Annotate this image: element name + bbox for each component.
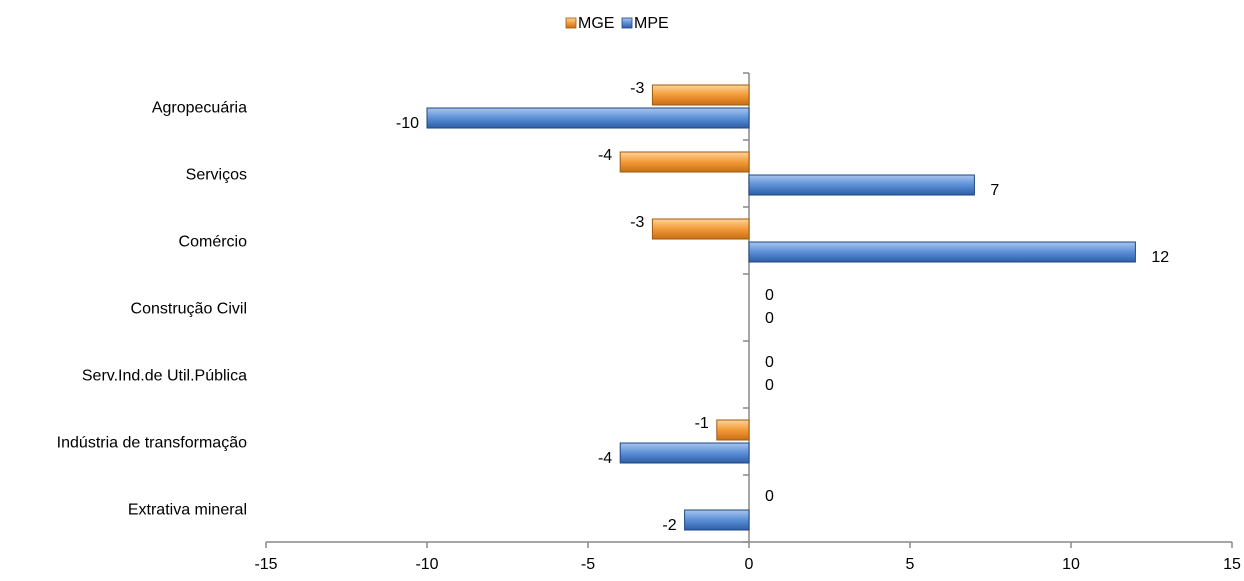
- legend-item-mge: MGE: [565, 15, 614, 32]
- bar-mpe-comercio: [748, 241, 1136, 263]
- category-label-industria-de-transformacao: Indústria de transformação: [57, 435, 247, 452]
- x-tick-label: 0: [745, 556, 754, 573]
- data-label-mpe-serv-ind-de-util-publica: 0: [765, 377, 774, 394]
- legend: MGE MPE: [565, 15, 669, 32]
- legend-item-mpe: MPE: [621, 15, 669, 32]
- category-label-comercio: Comércio: [179, 234, 248, 251]
- x-tick-label: 5: [906, 556, 915, 573]
- category-label-extrativa-mineral: Extrativa mineral: [128, 502, 247, 519]
- x-tick-label: -10: [415, 556, 438, 573]
- bar-mge-comercio: [651, 218, 750, 240]
- data-label-mge-agropecuaria: -3: [630, 80, 644, 97]
- x-tick-label: -5: [581, 556, 595, 573]
- data-label-mpe-industria-de-transformacao: -4: [598, 450, 612, 467]
- data-label-mpe-servicos: 7: [990, 182, 999, 199]
- data-label-mpe-comercio: 12: [1151, 249, 1169, 266]
- x-tick-label: 15: [1223, 556, 1241, 573]
- bar-mpe-industria-de-transformacao: [619, 442, 750, 464]
- category-label-serv-ind-de-util-publica: Serv.Ind.de Util.Pública: [82, 368, 247, 385]
- bar-mge-industria-de-transformacao: [716, 419, 750, 441]
- data-label-mge-serv-ind-de-util-publica: 0: [765, 354, 774, 371]
- data-label-mpe-extrativa-mineral: -2: [662, 517, 676, 534]
- data-label-mge-comercio: -3: [630, 214, 644, 231]
- bar-mge-agropecuaria: [651, 84, 750, 106]
- data-label-mge-industria-de-transformacao: -1: [695, 415, 709, 432]
- data-label-mge-servicos: -4: [598, 147, 612, 164]
- bar-mge-servicos: [619, 151, 750, 173]
- category-label-agropecuaria: Agropecuária: [152, 100, 247, 117]
- category-label-servicos: Serviços: [186, 167, 247, 184]
- legend-label-mge: MGE: [578, 15, 614, 32]
- bar-mpe-extrativa-mineral: [684, 509, 750, 531]
- bar-mpe-agropecuaria: [426, 107, 750, 129]
- axes: -15 -10 -5 0 5 10 15: [254, 72, 1241, 573]
- data-label-mge-extrativa-mineral: 0: [765, 488, 774, 505]
- labels: Agropecuária Serviços Comércio Construção C…: [57, 80, 1170, 534]
- data-label-mpe-agropecuaria: -10: [396, 115, 419, 132]
- legend-swatch-mpe: [621, 17, 633, 29]
- bar-mpe-servicos: [748, 174, 975, 196]
- data-label-mge-construcao-civil: 0: [765, 287, 774, 304]
- x-tick-label: -15: [254, 556, 277, 573]
- category-label-construcao-civil: Construção Civil: [131, 301, 247, 318]
- x-tick-label: 10: [1062, 556, 1080, 573]
- legend-swatch-mge: [565, 17, 577, 29]
- legend-label-mpe: MPE: [634, 15, 669, 32]
- data-label-mpe-construcao-civil: 0: [765, 310, 774, 327]
- bars: [426, 84, 1136, 531]
